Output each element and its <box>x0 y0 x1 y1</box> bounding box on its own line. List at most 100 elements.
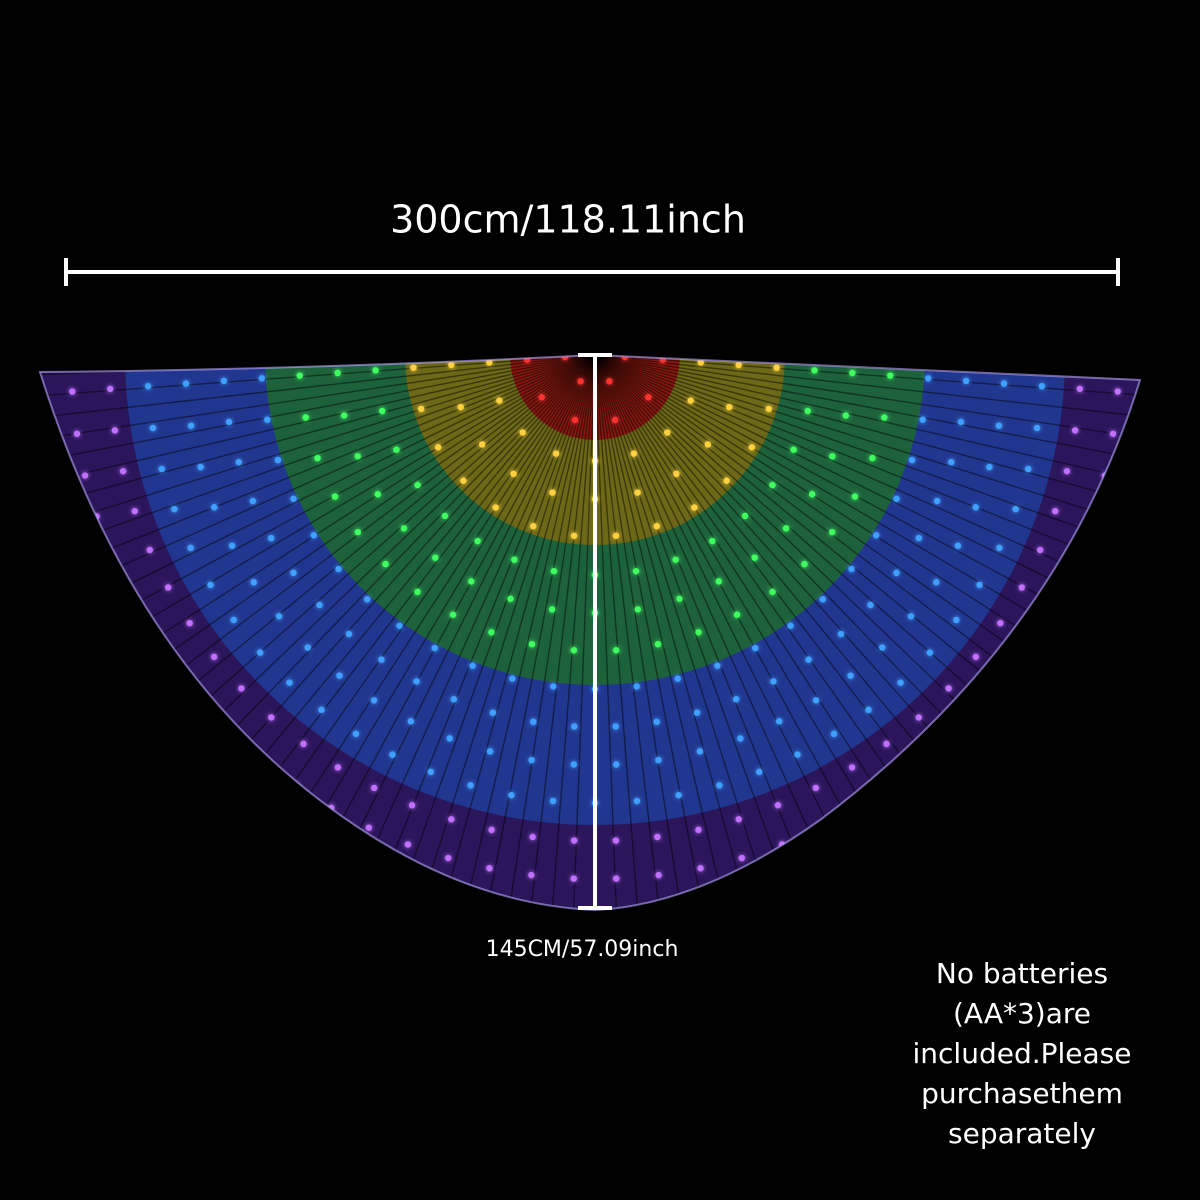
led <box>755 768 763 776</box>
led <box>995 422 1003 429</box>
led <box>570 837 578 844</box>
led <box>486 865 493 872</box>
led <box>448 361 455 369</box>
led <box>1109 430 1117 437</box>
led <box>511 556 518 563</box>
led <box>450 695 458 703</box>
led <box>883 740 890 748</box>
led <box>653 522 660 530</box>
led <box>414 588 421 596</box>
note: No batteries (AA*3)are included.Please purc… <box>913 957 1132 1150</box>
led <box>716 782 723 789</box>
led <box>489 709 497 716</box>
led <box>370 784 378 792</box>
pleat <box>594 355 1140 591</box>
led <box>770 678 777 685</box>
pleat <box>40 355 596 487</box>
led <box>274 456 282 464</box>
led <box>704 441 712 448</box>
led <box>675 791 682 799</box>
led <box>210 653 218 661</box>
led <box>238 685 245 692</box>
led <box>738 854 746 862</box>
led <box>354 528 362 536</box>
pleat <box>382 355 596 910</box>
led <box>413 678 420 685</box>
led <box>370 697 378 704</box>
led <box>379 407 386 415</box>
led <box>804 407 811 415</box>
led <box>849 369 856 377</box>
led <box>530 718 537 726</box>
led <box>187 422 195 429</box>
led <box>1038 383 1046 390</box>
pleat <box>594 355 808 910</box>
note-line: (AA*3)are <box>953 997 1091 1030</box>
height-label: 145CM/57.09inch <box>486 937 679 962</box>
pleat <box>594 355 782 910</box>
led <box>765 405 773 413</box>
led <box>577 378 584 385</box>
led <box>655 871 662 879</box>
led <box>633 683 640 690</box>
led <box>996 544 1003 552</box>
led <box>336 672 343 679</box>
led <box>842 412 850 419</box>
pleat <box>567 355 596 910</box>
led <box>1036 546 1044 554</box>
led <box>131 507 138 515</box>
led <box>374 491 382 498</box>
led <box>954 542 962 549</box>
led <box>530 522 537 530</box>
led <box>732 695 740 703</box>
pleat <box>40 355 596 565</box>
led <box>630 450 638 457</box>
led <box>714 662 721 669</box>
led <box>634 606 642 613</box>
led <box>144 383 152 390</box>
led <box>302 414 309 421</box>
led <box>550 567 558 575</box>
led <box>611 416 619 424</box>
led <box>948 458 955 466</box>
led <box>509 675 516 682</box>
band-yellow <box>405 355 785 545</box>
led <box>446 735 453 742</box>
led <box>632 567 640 575</box>
led <box>410 364 417 371</box>
led <box>318 706 325 714</box>
pleat <box>540 355 596 910</box>
led <box>197 463 204 471</box>
led <box>549 489 556 496</box>
led <box>737 735 744 742</box>
led <box>460 477 467 484</box>
led <box>801 560 808 568</box>
led <box>528 871 535 879</box>
led <box>334 764 342 771</box>
led <box>396 622 403 629</box>
led <box>634 489 641 496</box>
led <box>953 616 960 624</box>
led <box>691 504 698 511</box>
width-label: 300cm/118.11inch <box>390 198 746 242</box>
led <box>146 546 154 554</box>
led <box>741 512 749 520</box>
led <box>570 532 578 539</box>
led <box>404 841 412 848</box>
led <box>769 481 776 489</box>
led <box>693 709 701 716</box>
led <box>468 578 475 585</box>
led <box>893 495 900 502</box>
led <box>851 493 859 500</box>
led <box>787 622 794 629</box>
led <box>73 430 81 437</box>
led <box>997 619 1004 627</box>
pleat <box>434 355 596 910</box>
led <box>340 412 348 419</box>
led <box>119 467 127 475</box>
led <box>829 453 836 460</box>
led <box>848 764 856 771</box>
pleat <box>594 355 703 910</box>
led <box>915 534 923 542</box>
led <box>748 444 756 451</box>
